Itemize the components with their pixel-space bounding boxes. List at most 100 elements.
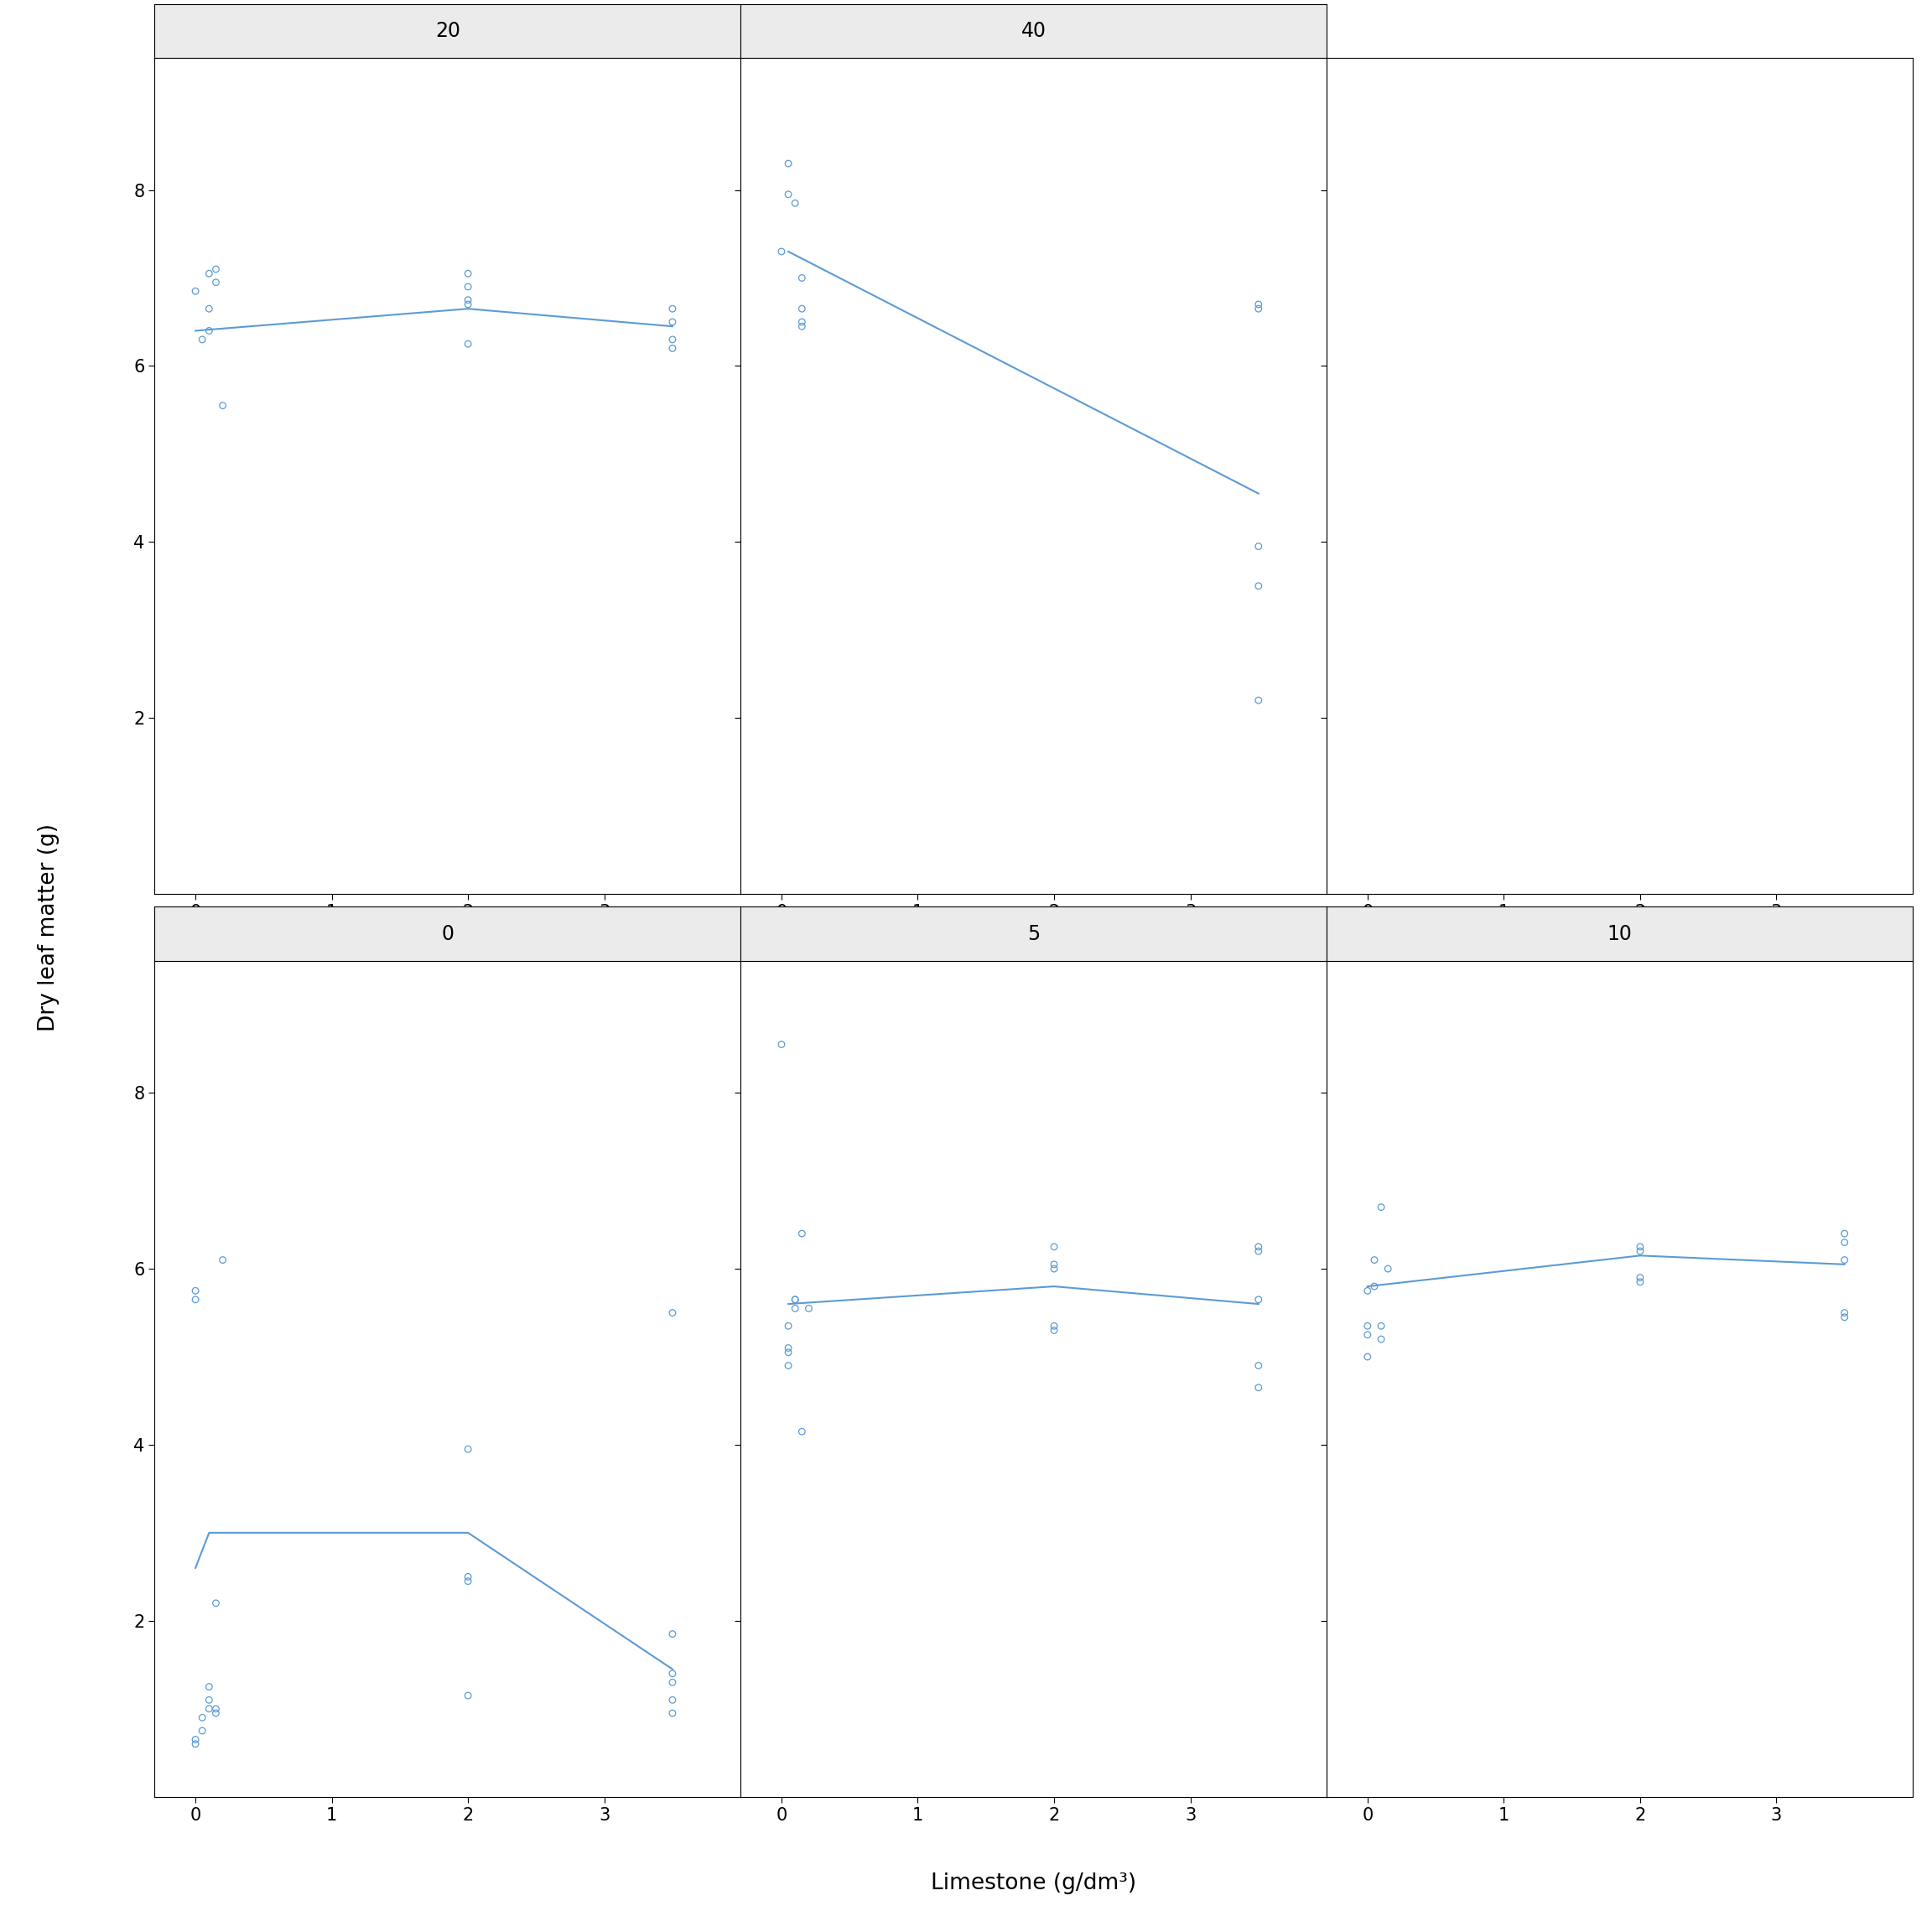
Text: 0: 0: [440, 923, 454, 945]
Point: [773, 1310, 804, 1341]
Point: [207, 390, 238, 421]
Point: [452, 270, 483, 301]
Point: [1625, 1262, 1656, 1293]
Point: [1039, 1310, 1070, 1341]
Point: [452, 1561, 483, 1592]
Point: [180, 276, 211, 307]
Text: Limestone (g/dm³): Limestone (g/dm³): [931, 1872, 1136, 1895]
Point: [781, 187, 811, 218]
Point: [765, 1030, 796, 1061]
Point: [1242, 1285, 1273, 1316]
Point: [786, 307, 817, 338]
Point: [452, 1434, 483, 1464]
Point: [193, 1692, 224, 1723]
Point: [1242, 570, 1273, 601]
Point: [657, 1667, 688, 1698]
Point: [201, 267, 232, 298]
Point: [201, 253, 232, 284]
Text: 40: 40: [1020, 21, 1047, 41]
Point: [452, 1565, 483, 1596]
Point: [657, 1296, 688, 1327]
Point: [1372, 1254, 1403, 1285]
Point: [657, 1685, 688, 1716]
Point: [773, 180, 804, 211]
Point: [1039, 1231, 1070, 1262]
Text: Dry leaf matter (g): Dry leaf matter (g): [37, 823, 60, 1032]
Point: [1242, 1231, 1273, 1262]
Point: [1625, 1236, 1656, 1267]
Point: [207, 1244, 238, 1275]
Point: [1242, 294, 1273, 325]
Point: [1242, 1350, 1273, 1381]
Point: [773, 1337, 804, 1368]
Point: [201, 1588, 232, 1619]
Point: [1358, 1271, 1389, 1302]
Point: [193, 1685, 224, 1716]
Point: [180, 1275, 211, 1306]
Point: [180, 1729, 211, 1760]
Point: [452, 328, 483, 359]
Point: [1625, 1231, 1656, 1262]
Point: [1242, 290, 1273, 321]
Point: [1358, 1244, 1389, 1275]
Point: [187, 325, 218, 355]
Point: [1039, 1254, 1070, 1285]
Point: [1830, 1296, 1861, 1327]
Point: [1625, 1267, 1656, 1298]
Point: [452, 259, 483, 290]
Point: [1242, 1372, 1273, 1403]
Point: [786, 294, 817, 325]
Point: [786, 1219, 817, 1250]
Point: [657, 1658, 688, 1689]
Point: [1242, 684, 1273, 715]
Point: [201, 1698, 232, 1729]
Point: [657, 1698, 688, 1729]
Point: [657, 332, 688, 363]
Point: [781, 1293, 811, 1323]
Point: [193, 1671, 224, 1702]
Point: [1366, 1310, 1397, 1341]
Point: [781, 1285, 811, 1316]
Point: [1830, 1244, 1861, 1275]
Point: [1830, 1219, 1861, 1250]
Point: [765, 236, 796, 267]
Point: [657, 294, 688, 325]
Point: [794, 1293, 825, 1323]
Point: [1830, 1302, 1861, 1333]
Point: [786, 1416, 817, 1447]
Point: [1352, 1341, 1383, 1372]
Point: [180, 1723, 211, 1754]
Point: [452, 290, 483, 321]
Point: [187, 1702, 218, 1733]
Point: [187, 1716, 218, 1747]
Point: [786, 311, 817, 342]
Text: 10: 10: [1607, 923, 1633, 945]
Point: [773, 1350, 804, 1381]
Point: [1352, 1320, 1383, 1350]
Text: 20: 20: [435, 21, 460, 41]
Point: [452, 284, 483, 315]
Point: [1352, 1310, 1383, 1341]
Point: [657, 1619, 688, 1650]
Point: [452, 1681, 483, 1712]
Point: [1366, 1323, 1397, 1354]
Point: [193, 294, 224, 325]
Point: [1039, 1248, 1070, 1279]
Point: [193, 315, 224, 346]
Point: [1242, 531, 1273, 562]
Point: [1352, 1275, 1383, 1306]
Point: [1242, 1236, 1273, 1267]
Point: [786, 263, 817, 294]
Point: [1830, 1227, 1861, 1258]
Point: [781, 1285, 811, 1316]
Point: [773, 1333, 804, 1364]
Point: [201, 1692, 232, 1723]
Point: [773, 149, 804, 180]
Point: [657, 307, 688, 338]
Point: [1039, 1316, 1070, 1347]
Point: [180, 1285, 211, 1316]
Point: [193, 259, 224, 290]
Point: [657, 325, 688, 355]
Text: 5: 5: [1028, 923, 1039, 945]
Point: [1366, 1192, 1397, 1223]
